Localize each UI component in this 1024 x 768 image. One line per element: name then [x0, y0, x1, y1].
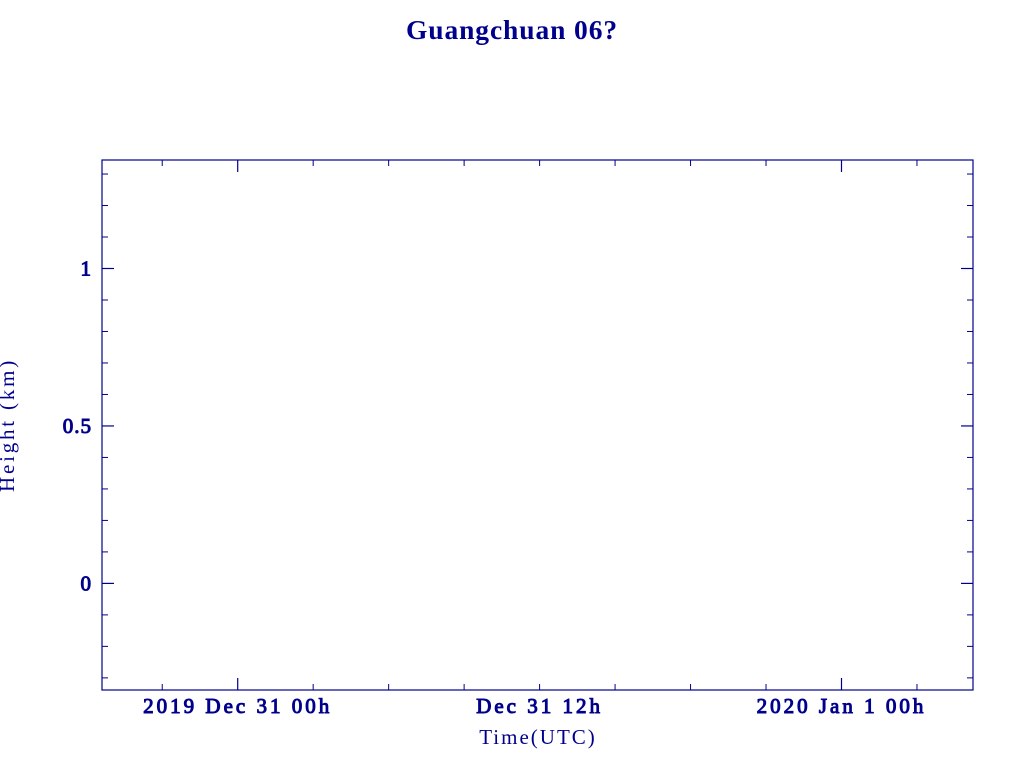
svg-text:Dec 31 12h: Dec 31 12h — [476, 694, 603, 718]
svg-text:0: 0 — [81, 571, 93, 595]
svg-text:Height (km): Height (km) — [0, 358, 19, 492]
svg-text:2019 Dec 31 00h: 2019 Dec 31 00h — [143, 694, 332, 718]
svg-text:2020 Jan 1 00h: 2020 Jan 1 00h — [757, 694, 927, 718]
svg-text:0.5: 0.5 — [63, 414, 92, 438]
svg-text:Time(UTC): Time(UTC) — [479, 725, 597, 749]
svg-text:1: 1 — [81, 257, 93, 281]
svg-text:Guangchuan 06?: Guangchuan 06? — [406, 14, 618, 45]
